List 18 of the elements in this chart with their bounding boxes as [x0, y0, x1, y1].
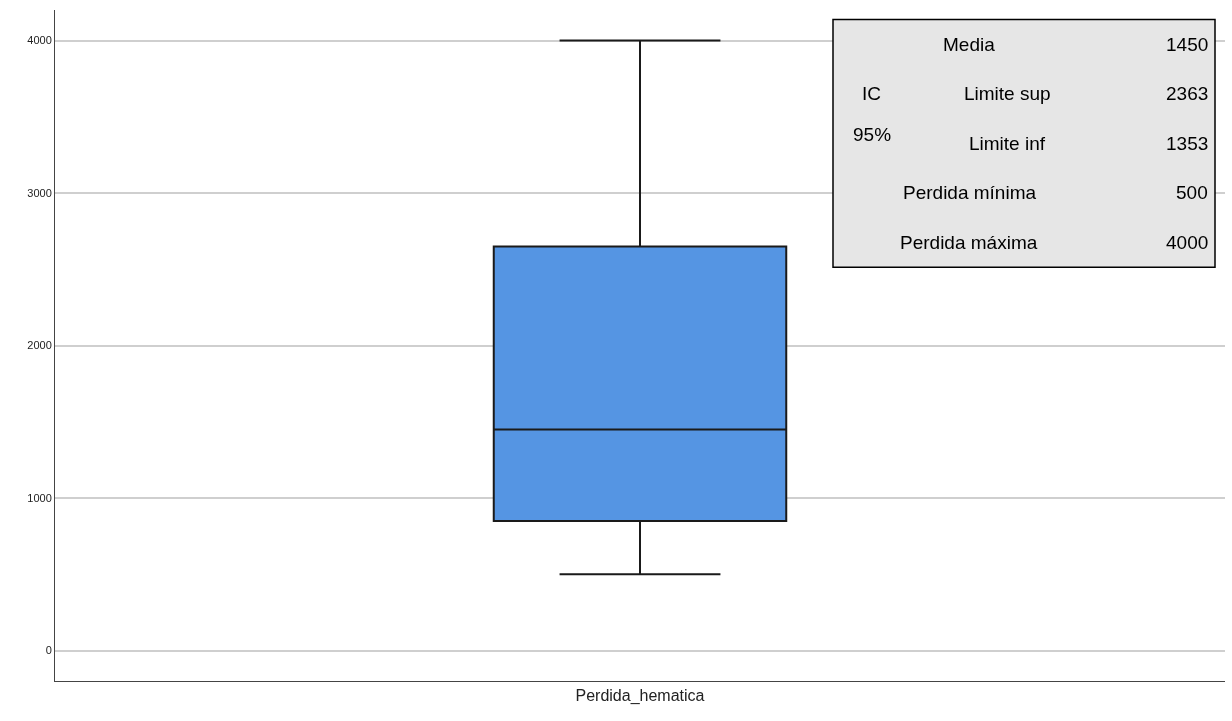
y-tick-label: 2000: [27, 339, 52, 352]
y-tick-label: 1000: [27, 491, 52, 504]
annotation: 4000: [1166, 232, 1209, 253]
x-tick-label: Perdida_hematica: [575, 687, 705, 706]
annotation: Limite inf: [969, 133, 1046, 154]
y-tick-label: 3000: [27, 186, 52, 199]
annotation: 95%: [853, 124, 892, 145]
y-tick-label: 4000: [27, 34, 52, 47]
annotation: IC: [862, 83, 881, 104]
annotation: Perdida máxima: [900, 232, 1038, 253]
annotation: 500: [1176, 182, 1208, 203]
annotation: 1353: [1166, 133, 1209, 154]
annotation: Media: [943, 34, 996, 55]
annotation: Perdida mínima: [903, 182, 1037, 203]
annotation: 1450: [1166, 34, 1209, 55]
annotation: Limite sup: [964, 83, 1051, 104]
annotation: 2363: [1166, 83, 1209, 104]
y-tick-label: 0: [45, 644, 52, 657]
